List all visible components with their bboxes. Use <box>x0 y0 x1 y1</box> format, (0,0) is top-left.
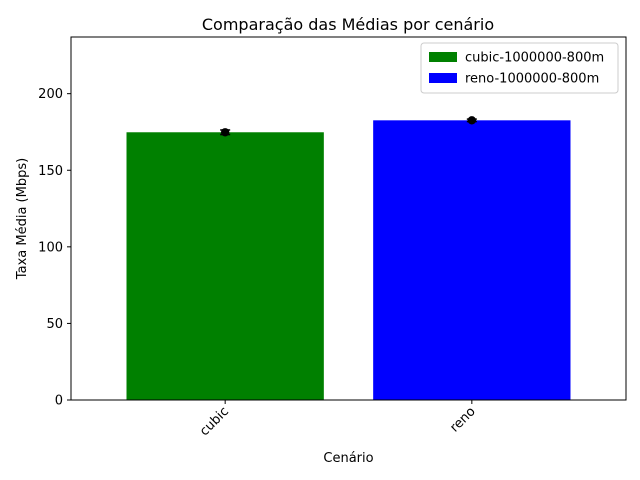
y-tick-label: 200 <box>38 87 63 102</box>
bar-reno <box>373 120 571 400</box>
x-tick-label: cubic <box>197 404 232 439</box>
x-tick-label: reno <box>447 404 478 435</box>
chart-title: Comparação das Médias por cenário <box>202 15 494 34</box>
legend-swatch <box>429 73 457 83</box>
y-tick-label: 100 <box>38 240 63 255</box>
legend-label: reno-1000000-800m <box>465 72 599 87</box>
y-tick-label: 50 <box>46 317 63 332</box>
mean-marker-reno <box>467 116 477 125</box>
legend-box <box>420 42 619 94</box>
legend-swatch <box>429 52 457 62</box>
x-axis-ticks: cubic reno <box>197 400 479 439</box>
mean-marker-cubic <box>220 128 230 137</box>
y-axis-label: Taxa Média (Mbps) <box>15 158 30 280</box>
plot-area <box>126 116 571 400</box>
y-axis-ticks: 0 50 100 150 200 <box>38 87 71 409</box>
x-axis-label: Cenário <box>323 451 373 466</box>
legend: cubic-1000000-800m reno-1000000-800m <box>420 42 619 94</box>
y-tick-label: 0 <box>55 394 63 409</box>
bar-cubic <box>126 132 324 400</box>
y-tick-label: 150 <box>38 164 63 179</box>
legend-label: cubic-1000000-800m <box>465 51 604 66</box>
axes-frame <box>70 36 627 401</box>
